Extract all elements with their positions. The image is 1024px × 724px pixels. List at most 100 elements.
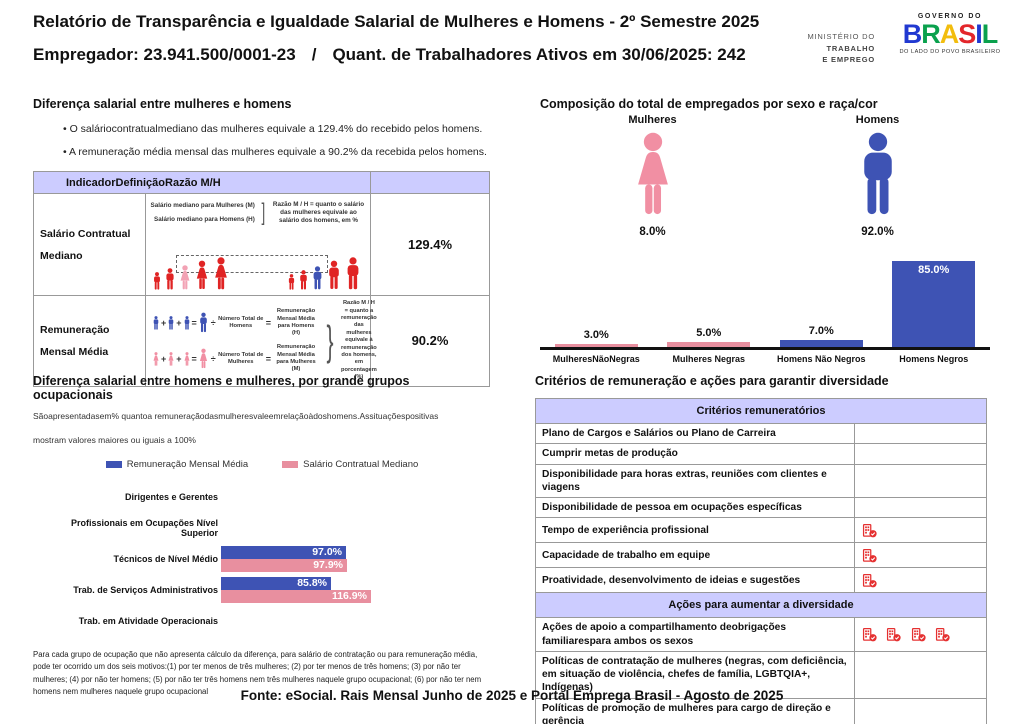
building-check-icon: [862, 548, 877, 562]
bar-slot: 85.0%: [878, 261, 991, 347]
ministry-logo: MINISTÉRIO DO TRABALHO E EMPREGO: [760, 31, 875, 66]
bar-mensal-media: 97.0%: [221, 545, 346, 559]
active-workers: Quant. de Trabalhadores Ativos em 30/06/…: [332, 45, 746, 64]
table-row: Disponibilidade para horas extras, reuni…: [535, 463, 988, 498]
bar: [667, 342, 751, 347]
legend-item: Remuneração Mensal Média: [105, 459, 249, 470]
legend-label: Salário Contratual Mediano: [303, 459, 419, 470]
bar-slot: 5.0%: [653, 327, 766, 347]
people-group-men-icon: [287, 257, 362, 290]
bar-contratual-mediano: 97.9%: [221, 558, 347, 572]
salary-diff-section: Diferença salarial entre mulheres e home…: [32, 97, 491, 387]
men-formula: + + = ÷ Número Total de Homens = Remuneraç…: [152, 308, 319, 337]
chart-row: Trab. de Serviços Administrativos 85.8% 11…: [33, 574, 491, 605]
median-dashed-box: [176, 254, 329, 273]
table-row: Remuneração Mensal Média + + = ÷ Número To…: [33, 295, 491, 387]
ministry-line: E EMPREGO: [822, 55, 875, 65]
bracket-glyph: ]: [261, 199, 265, 227]
occupation-subtext: Sãoapresentadasem% quantoa remuneraçãoda…: [33, 411, 439, 421]
criterion-label: Cumprir metas de produção: [535, 443, 855, 465]
women-result: Remuneração Mensal Média para Mulheres (…: [276, 344, 316, 373]
table-row: Plano de Cargos e Salários ou Plano de C…: [535, 422, 988, 445]
composition-heading: Composição do total de empregados por se…: [540, 97, 878, 111]
building-check-icon: [911, 627, 926, 642]
man-icon: [855, 132, 901, 216]
bar: 85.0%: [892, 261, 976, 347]
women-percentage: 8.0%: [639, 226, 666, 238]
bar-value-label: 7.0%: [808, 325, 834, 337]
table-row: Tempo de experiência profissional: [535, 517, 988, 544]
table-row: Ações de apoio a compartilhamento deobri…: [535, 617, 988, 652]
bar: [554, 344, 638, 347]
category-label: MulheresNãoNegras: [552, 354, 640, 364]
people-group-women-icon: [152, 257, 230, 290]
table-row: Disponibilidade de pessoa em ocupações e…: [535, 496, 988, 519]
mean-salary-diagram: + + = ÷ Número Total de Homens = Remuneraç…: [146, 296, 377, 385]
diagram-label: Salário mediano para Mulheres (M): [150, 202, 255, 210]
legend-swatch: [105, 461, 122, 468]
equals-sign: =: [265, 353, 272, 364]
woman-icon: [630, 132, 676, 216]
employer-id: Empregador: 23.941.500/0001-23: [33, 45, 296, 64]
gov-tagline: DO LADO DO POVO BRASILEIRO: [899, 49, 1001, 56]
chart-row: Trab. em Atividade Operacionais: [33, 605, 491, 636]
criterion-icons-cell: [853, 443, 988, 465]
table-row: Salário Contratual Mediano Salário media…: [33, 193, 491, 297]
bar-value-label: 3.0%: [583, 329, 609, 341]
building-check-icon: [936, 627, 950, 642]
building-check-icon: [862, 573, 877, 587]
criterion-label: Políticas de contratação de mulheres (ne…: [535, 650, 855, 699]
ratio-value: 129.4%: [370, 193, 491, 297]
indicator-name: Salário Contratual Mediano: [33, 193, 146, 297]
ratio-note: Razão M / H = quanto o salário das mulhe…: [272, 200, 365, 225]
occupation-subtext: mostram valores maiores ou iguais a 100%: [33, 435, 196, 445]
bullet-item: • A remuneração média mensal das mulhere…: [63, 146, 487, 159]
bullet-item: • O saláriocontratualmediano das mulhere…: [63, 123, 483, 135]
criteria-subheader-row: Critérios remuneratórios: [535, 398, 987, 424]
criterion-label: Disponibilidade de pessoa em ocupações e…: [535, 496, 855, 519]
ratio-value: 90.2%: [370, 295, 491, 387]
criteria-subheader: Ações para aumentar a diversidade: [535, 592, 987, 619]
occupation-heading: Diferença salarial entre homens e mulher…: [33, 374, 410, 402]
indicator-definition-cell: Salário mediano para Mulheres (M) Salári…: [144, 193, 372, 297]
women-formula: + + = ÷ Número Total de Mulheres = Remuner…: [152, 344, 319, 373]
chart-row: Dirigentes e Gerentes: [33, 481, 491, 512]
legend-label: Remuneração Mensal Média: [126, 459, 249, 470]
bar-value-label: 85.0%: [918, 264, 950, 276]
salary-diff-bullets: • O saláriocontratualmediano das mulhere…: [63, 118, 489, 164]
criteria-subheader-row: Ações para aumentar a diversidade: [535, 592, 987, 619]
report-footer: Fonte: eSocial. Rais Mensal Junho de 202…: [240, 688, 784, 703]
criteria-heading: Critérios de remuneração e ações para ga…: [535, 374, 889, 388]
criterion-label: Proatividade, desenvolvimento de ideias …: [535, 567, 855, 594]
criterion-icons-cell: [853, 567, 988, 594]
category-label: Técnicos de Nível Médio: [113, 553, 218, 564]
women-figures-icon: + + =: [152, 348, 209, 369]
criterion-icons-cell: [853, 463, 988, 498]
indicator-table: IndicadorDefiniçãoRazão M/H Salário Cont…: [32, 171, 491, 387]
indicator-name: Remuneração Mensal Média: [33, 295, 146, 387]
subtitle-separator: /: [311, 45, 317, 64]
criterion-icons-cell: [853, 517, 988, 544]
category-label: Trab. de Serviços Administrativos: [73, 584, 218, 595]
brasil-logo-text: BRASIL: [902, 19, 999, 49]
criterion-icons-cell: [853, 617, 988, 652]
report-title: Relatório de Transparência e Igualdade S…: [33, 12, 760, 31]
men-label: Homens: [855, 114, 900, 126]
table-row: Cumprir metas de produção: [535, 443, 988, 465]
category-label: Mulheres Negras: [672, 354, 746, 364]
race-composition-categories: MulheresNãoNegras Mulheres Negras Homens…: [540, 354, 990, 364]
building-check-icon: [862, 523, 877, 537]
building-check-icon: [862, 627, 877, 642]
ministry-line: TRABALHO: [826, 43, 875, 53]
criteria-table: Critérios remuneratórios Plano de Cargos…: [535, 398, 988, 724]
legend-item: Salário Contratual Mediano: [282, 459, 418, 470]
composition-section: Composição do total de empregados por se…: [540, 97, 990, 364]
indicator-table-header-empty: [370, 171, 491, 195]
women-numerator: Número Total de Mulheres: [218, 351, 264, 365]
government-logo: GOVERNO DO BRASIL DO LADO DO POVO BRASIL…: [885, 13, 1015, 55]
building-check-icon: [887, 627, 901, 642]
category-label: Dirigentes e Gerentes: [124, 491, 218, 502]
ratio-note: Razão M / H = quanto a remuneração das m…: [341, 300, 377, 381]
legend-swatch: [282, 461, 299, 468]
